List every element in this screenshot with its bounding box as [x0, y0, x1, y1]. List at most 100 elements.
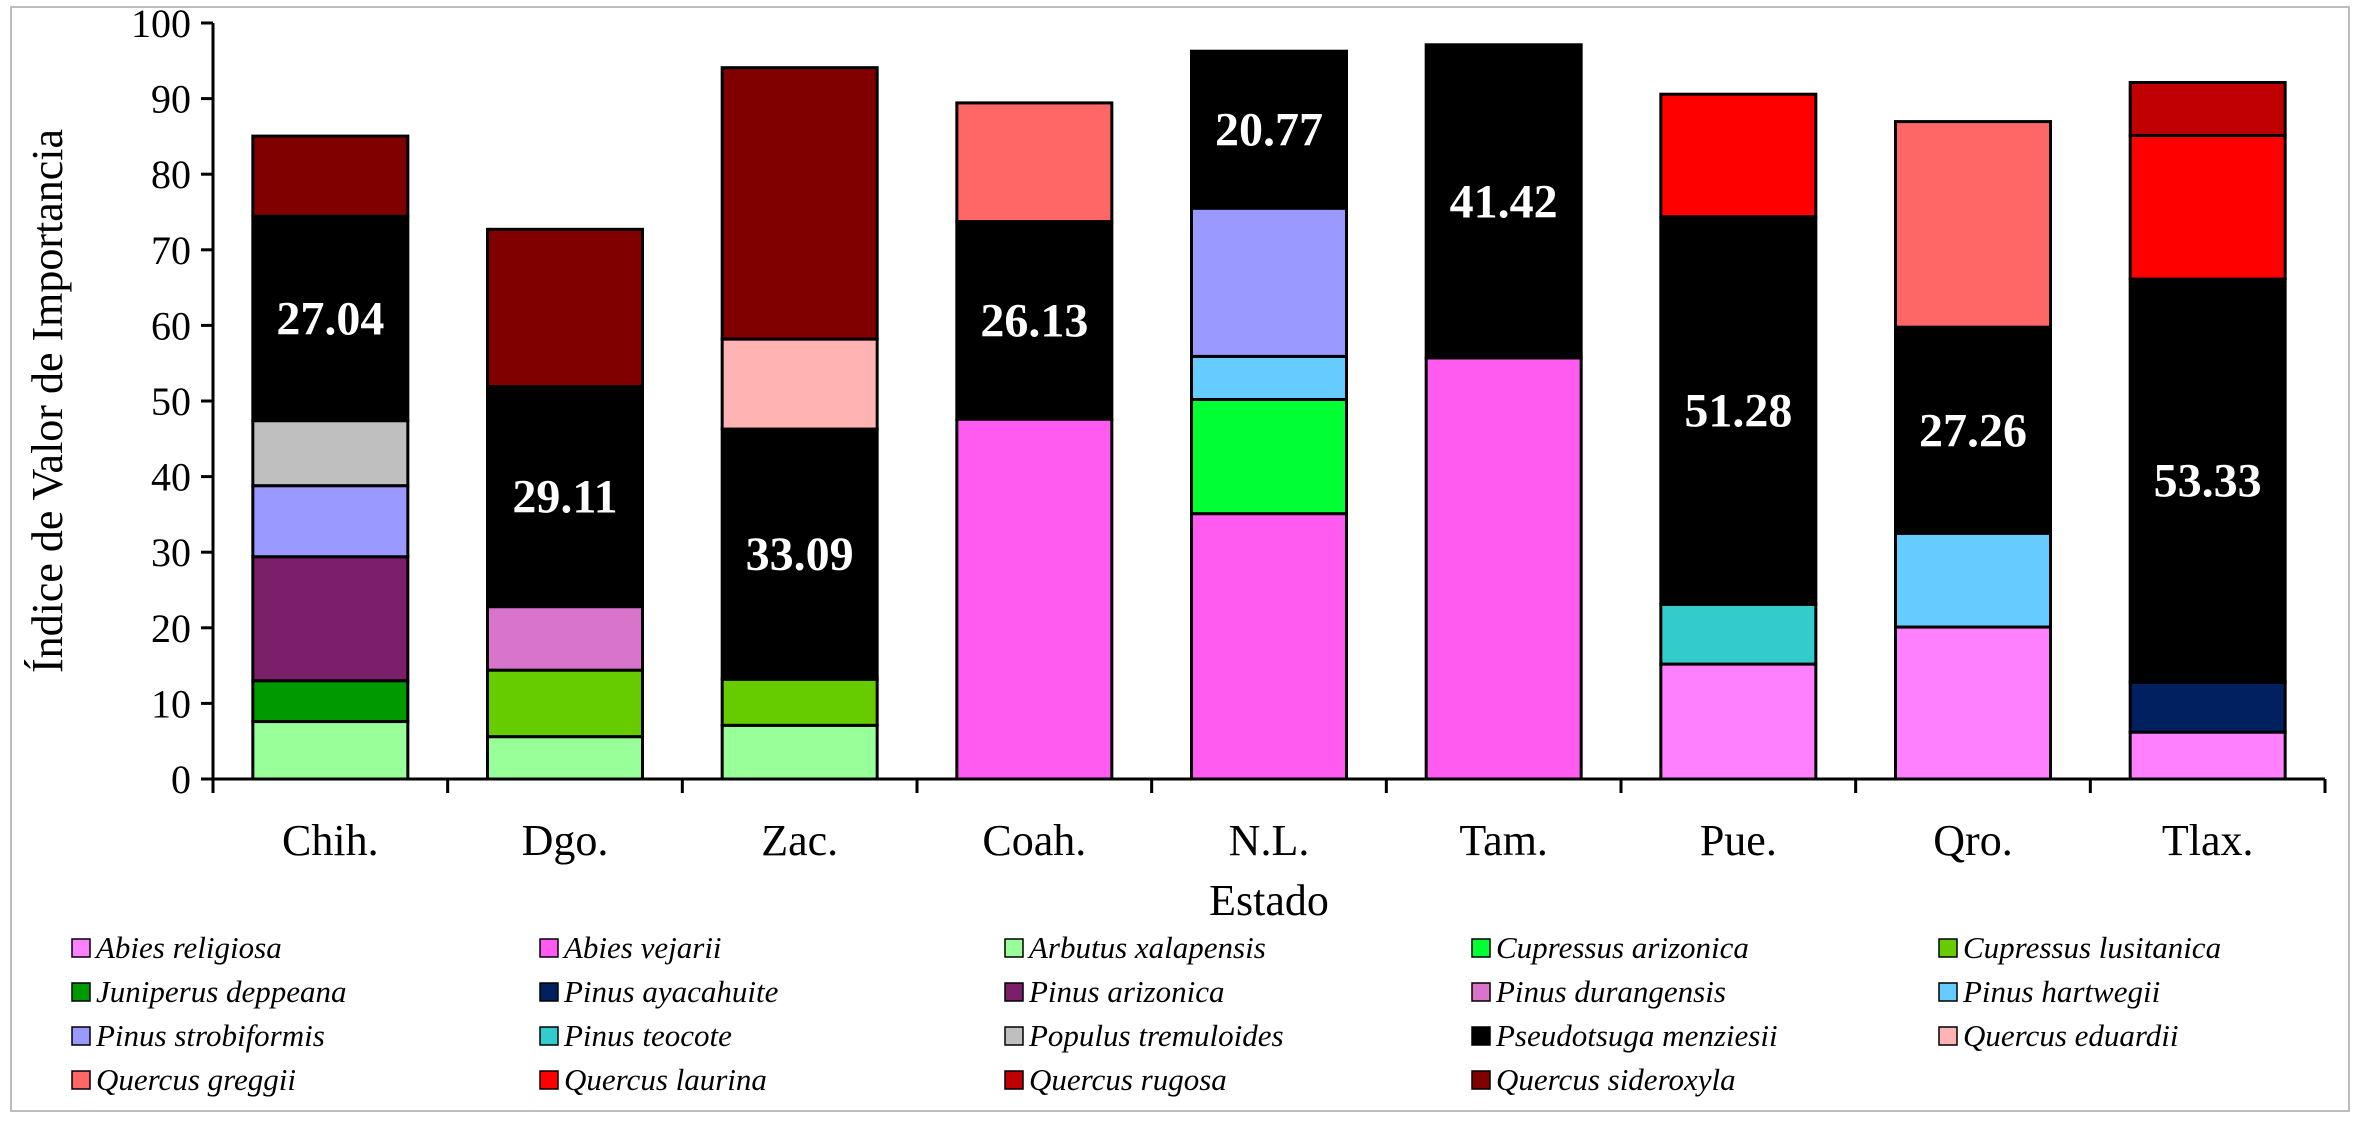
bar-tam-pseudotsuga-menziesii [1424, 43, 1583, 360]
bar-dgo-pseudotsuga-menziesii [486, 385, 644, 609]
legend-swatch-pseudotsuga-menziesii [1471, 1026, 1491, 1046]
data-label-tlax: 53.33 [2154, 455, 2262, 508]
bar-coah-quercus-greggii [955, 101, 1114, 224]
legend-label-pinus-ayacahuite: Pinus ayacahuite [563, 974, 779, 1009]
y-tick-label-50: 50 [151, 379, 191, 424]
x-tick-label-zac: Zac. [761, 816, 838, 865]
data-label-chih: 27.04 [276, 292, 384, 345]
data-label-pue: 51.28 [1684, 385, 1792, 438]
legend-label-quercus-laurina: Quercus laurina [564, 1062, 767, 1097]
legend-swatch-arbutus-xalapensis [1004, 938, 1024, 958]
bar-chih-quercus-sideroxyla [251, 134, 410, 218]
bar-coah-abies-vejarii [955, 417, 1114, 781]
legend-swatch-pinus-strobiformis [71, 1026, 91, 1046]
legend: Abies religiosa Abies vejarii Arbutus xala… [71, 930, 2221, 1097]
x-tick-label-chih: Chih. [282, 816, 379, 865]
bar-pue-quercus-laurina [1659, 92, 1818, 219]
legend-label-pinus-durangensis: Pinus durangensis [1495, 974, 1726, 1009]
data-labels-layer: 27.04 29.11 33.09 26.13 20.77 41.42 51.28 27.26… [276, 104, 2261, 581]
bar-dgo-arbutus-xalapensis [486, 735, 644, 781]
bar-qro-abies-religiosa [1894, 625, 2052, 781]
bar-n-l-pinus-hartwegii [1190, 354, 1348, 401]
bar-chih-arbutus-xalapensis [251, 720, 410, 781]
bar-tlax-pinus-ayacahuite [2128, 680, 2287, 734]
bar-qro-pseudotsuga-menziesii [1894, 325, 2052, 535]
legend-swatch-abies-religiosa [71, 938, 91, 958]
y-tick-label-60: 60 [151, 303, 191, 348]
legend-label-pinus-strobiformis: Pinus strobiformis [95, 1018, 325, 1053]
legend-label-arbutus-xalapensis: Arbutus xalapensis [1027, 930, 1266, 965]
bar-chih-pseudotsuga-menziesii [251, 214, 410, 423]
y-tick-label-80: 80 [151, 152, 191, 197]
bar-dgo-cupressus-lusitanica [486, 668, 644, 739]
bar-chih-populus-tremuloides [251, 419, 410, 488]
bar-zac-cupressus-lusitanica [720, 677, 879, 727]
y-tick-label-70: 70 [151, 228, 191, 273]
legend-swatch-quercus-laurina [539, 1070, 559, 1090]
legend-label-quercus-sideroxyla: Quercus sideroxyla [1496, 1062, 1736, 1097]
bar-tlax-quercus-laurina [2128, 133, 2287, 281]
legend-label-pinus-teocote: Pinus teocote [563, 1018, 732, 1053]
bar-zac-quercus-sideroxyla [720, 66, 879, 341]
legend-swatch-pinus-ayacahuite [539, 982, 559, 1002]
bar-tlax-abies-religiosa [2128, 730, 2287, 781]
legend-label-juniperus-deppeana: Juniperus deppeana [96, 974, 347, 1009]
bar-coah-pseudotsuga-menziesii [955, 220, 1114, 421]
legend-label-abies-vejarii: Abies vejarii [562, 930, 722, 965]
legend-label-quercus-greggii: Quercus greggii [96, 1062, 296, 1097]
bar-qro-quercus-greggii [1894, 120, 2052, 329]
y-tick-label-0: 0 [171, 757, 191, 802]
legend-swatch-quercus-sideroxyla [1471, 1070, 1491, 1090]
y-tick-label-10: 10 [151, 681, 191, 726]
legend-swatch-abies-vejarii [539, 938, 559, 958]
bar-zac-arbutus-xalapensis [720, 723, 879, 781]
data-label-qro: 27.26 [1919, 404, 2027, 457]
legend-swatch-quercus-greggii [71, 1070, 91, 1090]
legend-swatch-pinus-arizonica [1004, 982, 1024, 1002]
bar-tam-abies-vejarii [1424, 356, 1583, 781]
legend-label-abies-religiosa: Abies religiosa [94, 930, 282, 965]
legend-swatch-pinus-teocote [539, 1026, 559, 1046]
x-tick-label-pue: Pue. [1700, 816, 1777, 865]
y-tick-label-90: 90 [151, 77, 191, 122]
bar-dgo-quercus-sideroxyla [486, 227, 644, 389]
legend-swatch-pinus-durangensis [1471, 982, 1491, 1002]
bar-chih-pinus-arizonica [251, 555, 410, 683]
bar-n-l-pinus-strobiformis [1190, 206, 1348, 358]
legend-label-cupressus-arizonica: Cupressus arizonica [1496, 930, 1749, 965]
x-tick-label-coah: Coah. [982, 816, 1086, 865]
legend-swatch-cupressus-arizonica [1471, 938, 1491, 958]
bar-pue-abies-religiosa [1659, 662, 1818, 781]
bar-n-l-pseudotsuga-menziesii [1190, 49, 1348, 210]
legend-label-cupressus-lusitanica: Cupressus lusitanica [1963, 930, 2221, 965]
legend-label-quercus-eduardii: Quercus eduardii [1963, 1018, 2179, 1053]
bar-qro-pinus-hartwegii [1894, 531, 2052, 629]
legend-swatch-cupressus-lusitanica [1938, 938, 1958, 958]
data-label-tam: 41.42 [1450, 175, 1558, 228]
y-tick-label-20: 20 [151, 606, 191, 651]
legend-label-populus-tremuloides: Populus tremuloides [1028, 1018, 1284, 1053]
x-tick-label-tlax: Tlax. [2162, 816, 2254, 865]
x-axis-title: Estado [1209, 876, 1329, 925]
x-tick-label-qro: Qro. [1933, 816, 2012, 865]
y-axis-title: Índice de Valor de Importancia [23, 129, 72, 673]
y-tick-label-100: 100 [131, 1, 191, 46]
data-label-n-l: 20.77 [1215, 104, 1323, 157]
x-tick-label-tam: Tam. [1459, 816, 1548, 865]
bars-layer [251, 43, 2287, 781]
y-tick-label-40: 40 [151, 455, 191, 500]
y-tick-label-30: 30 [151, 530, 191, 575]
x-tick-label-dgo: Dgo. [522, 816, 609, 865]
bar-dgo-pinus-durangensis [486, 605, 644, 672]
bar-zac-pseudotsuga-menziesii [720, 427, 879, 681]
bar-chih-juniperus-deppeana [251, 679, 410, 724]
legend-swatch-juniperus-deppeana [71, 982, 91, 1002]
legend-swatch-quercus-eduardii [1938, 1026, 1958, 1046]
axes-layer: 0 10 20 30 40 50 60 70 80 90 100 Chih. Dgo. Zac. Coah.… [23, 1, 2327, 925]
x-tick-label-n-l: N.L. [1229, 816, 1310, 865]
bar-pue-pinus-teocote [1659, 602, 1818, 666]
bar-n-l-cupressus-arizonica [1190, 397, 1348, 516]
bar-chih-pinus-strobiformis [251, 484, 410, 559]
legend-swatch-populus-tremuloides [1004, 1026, 1024, 1046]
legend-label-pseudotsuga-menziesii: Pseudotsuga menziesii [1495, 1018, 1778, 1053]
